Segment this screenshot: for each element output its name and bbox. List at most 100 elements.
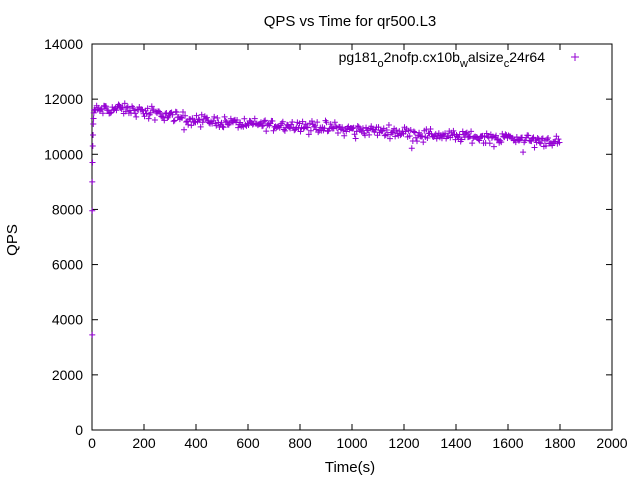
data-point xyxy=(314,119,321,126)
data-point xyxy=(375,124,382,131)
data-point xyxy=(384,131,391,138)
data-point xyxy=(98,105,105,112)
legend-sub: c xyxy=(504,58,510,70)
data-point xyxy=(488,134,495,141)
data-point xyxy=(410,128,417,135)
data-point xyxy=(334,130,341,137)
data-point xyxy=(193,112,200,119)
data-point xyxy=(353,128,360,135)
data-point xyxy=(188,122,195,129)
data-point xyxy=(156,108,163,115)
legend-sub: w xyxy=(459,58,468,70)
data-point xyxy=(164,114,171,121)
data-point xyxy=(90,131,97,138)
data-point xyxy=(222,117,229,124)
data-point xyxy=(486,140,493,147)
data-point xyxy=(90,115,97,122)
data-point xyxy=(392,133,399,140)
data-point xyxy=(103,103,110,110)
data-point xyxy=(89,143,96,150)
data-point xyxy=(490,143,497,150)
data-point xyxy=(148,103,155,110)
y-axis-label: QPS xyxy=(4,224,21,256)
data-point xyxy=(323,119,330,126)
data-point xyxy=(555,136,562,143)
data-point xyxy=(115,101,122,108)
data-point xyxy=(534,135,541,142)
x-tick-label: 800 xyxy=(288,435,312,451)
x-axis-label: Time(s) xyxy=(325,459,375,476)
data-point xyxy=(389,129,396,136)
data-point xyxy=(218,119,225,126)
data-point xyxy=(270,127,277,134)
chart-title: QPS vs Time for qr500.L3 xyxy=(264,13,437,30)
data-point xyxy=(420,139,427,146)
data-point xyxy=(185,121,192,128)
data-point xyxy=(544,136,550,143)
legend-part: 2nofp.cx10b xyxy=(384,49,460,65)
data-point xyxy=(332,123,339,130)
data-point xyxy=(354,123,361,130)
data-point xyxy=(130,104,137,111)
y-tick-label: 12000 xyxy=(44,91,83,107)
data-point xyxy=(171,117,178,124)
data-point xyxy=(299,118,306,125)
plot-border xyxy=(91,43,613,431)
y-tick-label: 14000 xyxy=(44,36,83,52)
x-tick-label: 2000 xyxy=(596,435,627,451)
data-point xyxy=(234,117,241,124)
y-tick-label: 0 xyxy=(75,422,83,438)
data-point xyxy=(269,118,276,125)
data-point xyxy=(262,117,269,124)
data-point xyxy=(349,125,356,132)
data-point xyxy=(235,124,242,131)
data-point xyxy=(307,127,314,134)
data-point xyxy=(468,128,475,135)
data-point xyxy=(393,127,400,134)
data-point xyxy=(189,115,196,122)
data-point xyxy=(350,124,357,131)
data-series xyxy=(89,100,563,338)
data-point xyxy=(450,127,457,134)
data-point xyxy=(406,132,413,139)
data-point xyxy=(145,115,152,122)
legend-label: pg181o2nofp.cx10bwalsizec24r64 xyxy=(339,49,546,70)
data-point xyxy=(170,118,177,125)
data-point xyxy=(302,121,309,128)
data-point xyxy=(556,139,563,146)
data-point xyxy=(144,105,151,112)
legend-part: 24r64 xyxy=(509,49,545,65)
data-point xyxy=(157,109,164,116)
data-point xyxy=(169,111,176,118)
data-point xyxy=(427,126,434,133)
data-point xyxy=(287,125,294,132)
data-point xyxy=(196,117,203,124)
data-point xyxy=(368,123,375,130)
data-point xyxy=(536,139,543,146)
y-tick-label: 2000 xyxy=(52,367,83,383)
data-point xyxy=(113,107,120,114)
data-point xyxy=(182,112,189,119)
data-point xyxy=(331,119,338,126)
data-point xyxy=(151,116,158,123)
data-point xyxy=(89,178,96,185)
data-point xyxy=(259,123,266,130)
data-point xyxy=(343,128,350,135)
data-point xyxy=(416,129,423,136)
data-point xyxy=(219,123,226,130)
data-point xyxy=(493,132,500,139)
data-point xyxy=(513,133,520,140)
data-point xyxy=(483,130,490,137)
data-point xyxy=(545,135,552,142)
data-point xyxy=(414,138,420,145)
x-tick-label: 0 xyxy=(88,435,96,451)
data-point xyxy=(497,137,504,144)
data-point xyxy=(107,110,114,117)
data-point xyxy=(160,114,167,121)
data-point xyxy=(528,138,535,145)
data-point xyxy=(279,118,286,125)
data-point xyxy=(177,114,184,121)
data-point xyxy=(173,109,180,116)
data-point xyxy=(498,139,505,146)
data-point xyxy=(476,137,483,144)
